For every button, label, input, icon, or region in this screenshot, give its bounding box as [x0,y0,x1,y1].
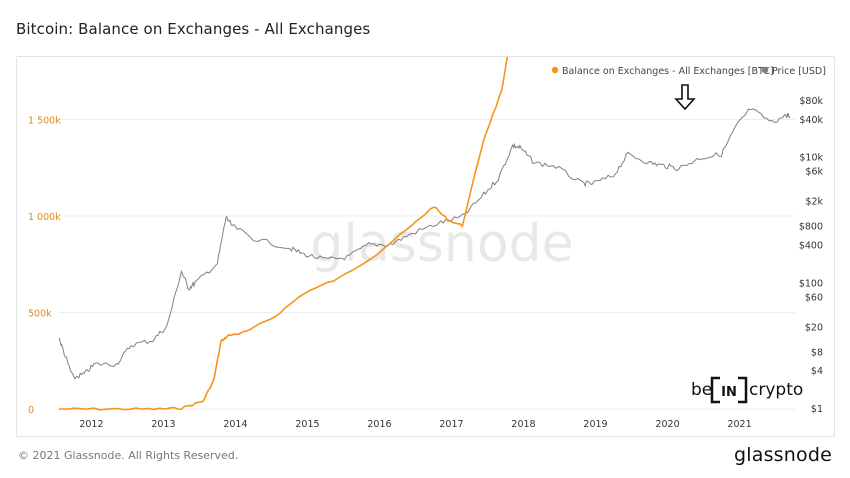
x-tick-label: 2019 [583,419,607,430]
right-tick-label: $800 [799,222,823,233]
annotation-arrow [674,84,696,111]
left-tick-label: 0 [28,405,34,416]
right-tick-label: $4 [811,366,823,377]
right-tick-label: $1 [811,404,823,415]
x-tick-label: 2012 [79,419,103,430]
price-series-line [58,108,791,380]
logo-text-mid: IN [721,385,737,400]
right-tick-label: $20 [805,322,823,333]
legend-price-label: Price [USD] [772,66,826,77]
watermark: glassnode [310,214,573,274]
legend-price-marker [761,66,769,74]
x-tick-label: 2015 [295,419,319,430]
x-tick-label: 2018 [511,419,535,430]
x-tick-label: 2016 [367,419,391,430]
glassnode-brand: glassnode [734,444,832,466]
right-tick-label: $80k [799,96,823,107]
right-tick-label: $100 [799,278,823,289]
logo-text-right: crypto [749,380,803,400]
legend: Balance on Exchanges - All Exchanges [BT… [551,66,826,77]
x-tick-label: 2014 [223,419,247,430]
logo-bracket-gap-top [720,376,738,380]
right-tick-label: $2k [805,197,823,208]
logo-text-left: be [691,380,712,400]
beincrypto-logo: be IN crypto [691,376,803,404]
right-tick-label: $10k [799,153,823,164]
right-tick-label: $8 [811,347,823,358]
right-tick-label: $40k [799,115,823,126]
copyright-text: © 2021 Glassnode. All Rights Reserved. [18,449,239,462]
legend-balance-marker [551,66,559,74]
left-tick-label: 1 000k [28,212,61,223]
right-tick-label: $400 [799,241,823,252]
legend-balance-label: Balance on Exchanges - All Exchanges [BT… [562,66,774,77]
right-tick-label: $6k [805,167,823,178]
grid-lines [59,119,795,410]
x-tick-label: 2017 [439,419,463,430]
x-tick-label: 2013 [151,419,175,430]
left-tick-label: 500k [28,309,52,320]
x-axis-ticks: 2012 2013 2014 2015 2016 2017 2018 2019 2020 2021 [79,419,751,430]
x-tick-label: 2021 [727,419,751,430]
right-axis-ticks: $1 $4 $8 $20 $60 $100 $400 $800 $2k $6k $10k $40k $8… [799,96,824,415]
x-tick-label: 2020 [655,419,679,430]
chart-title: Bitcoin: Balance on Exchanges - All Exch… [16,20,371,38]
right-tick-label: $60 [805,292,823,303]
balance-series-line [59,57,509,411]
left-tick-label: 1 500k [28,116,61,127]
logo-bracket-gap-bottom [720,400,738,404]
